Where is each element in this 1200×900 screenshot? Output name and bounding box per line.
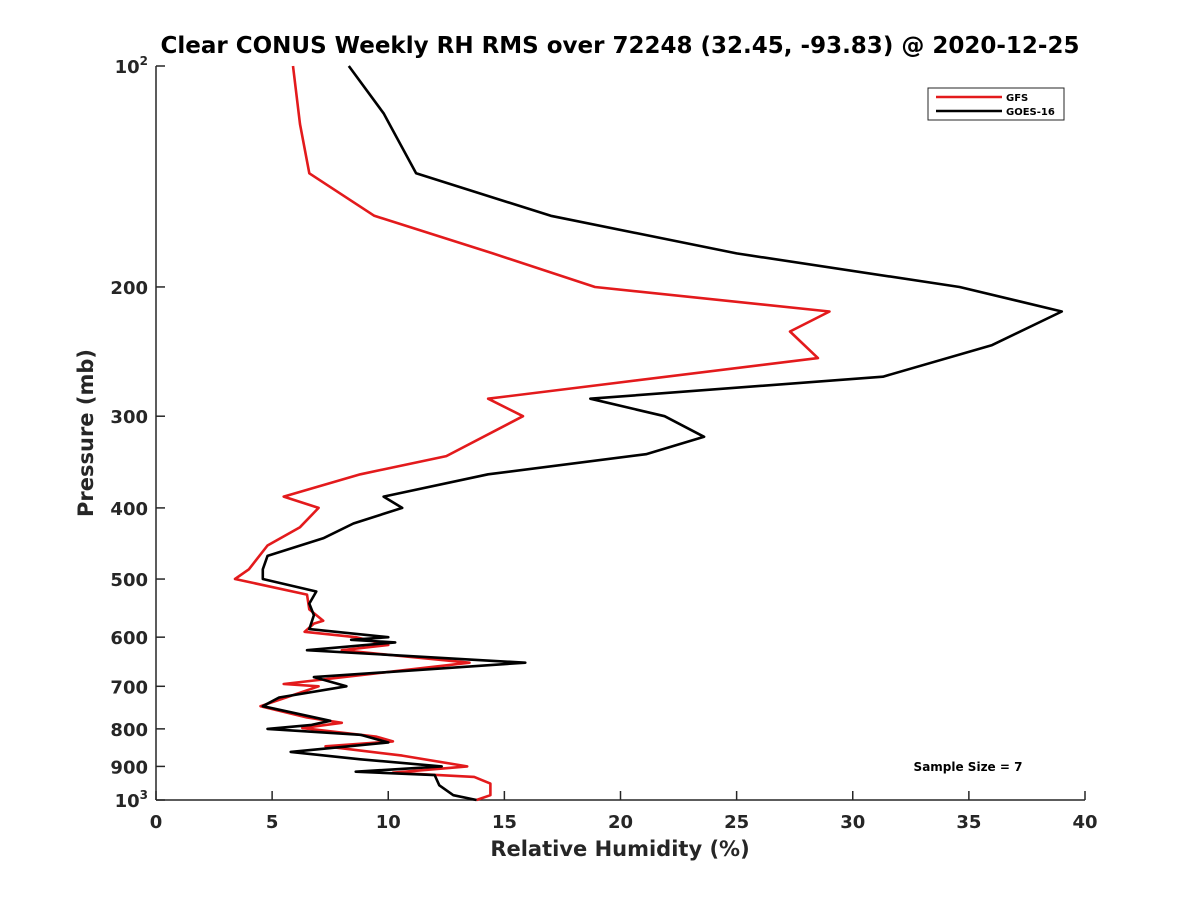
x-tick-label: 20 — [608, 812, 633, 833]
x-tick-label: 5 — [266, 812, 279, 833]
y-tick-label: 400 — [110, 499, 148, 520]
y-ticks: 102 200 300 400 500 600 700 800 900 103 — [110, 54, 165, 812]
series-line-goes16 — [261, 65, 1064, 802]
y-tick-label: 700 — [110, 677, 148, 698]
legend-label-gfs: GFS — [1006, 93, 1028, 104]
legend-label-goes16: GOES-16 — [1006, 107, 1055, 118]
series-layer — [233, 65, 1064, 802]
x-tick-label: 25 — [724, 812, 749, 833]
legend: GFS GOES-16 — [927, 87, 1065, 121]
y-tick-label: 600 — [110, 628, 148, 649]
x-axis-label: Relative Humidity (%) — [490, 837, 749, 861]
x-tick-label: 35 — [956, 812, 981, 833]
x-tick-label: 30 — [840, 812, 865, 833]
x-tick-label: 0 — [150, 812, 163, 833]
y-tick-label: 500 — [110, 570, 148, 591]
chart-title: Clear CONUS Weekly RH RMS over 72248 (32… — [161, 33, 1080, 59]
y-tick-label: 900 — [110, 757, 148, 778]
x-tick-label: 15 — [492, 812, 517, 833]
y-tick-label: 200 — [110, 278, 148, 299]
plot-axes — [155, 66, 1085, 801]
sample-size-annotation: Sample Size = 7 — [914, 760, 1023, 774]
y-axis-label: Pressure (mb) — [74, 349, 98, 517]
legend-box — [927, 87, 1065, 121]
x-tick-label: 10 — [376, 812, 401, 833]
x-tick-label: 40 — [1072, 812, 1097, 833]
y-tick-label: 103 — [115, 788, 148, 812]
y-tick-label: 300 — [110, 407, 148, 428]
y-tick-label: 800 — [110, 720, 148, 741]
x-ticks: 0 5 10 15 20 25 30 35 40 — [150, 791, 1098, 833]
y-tick-label: 102 — [115, 54, 148, 78]
